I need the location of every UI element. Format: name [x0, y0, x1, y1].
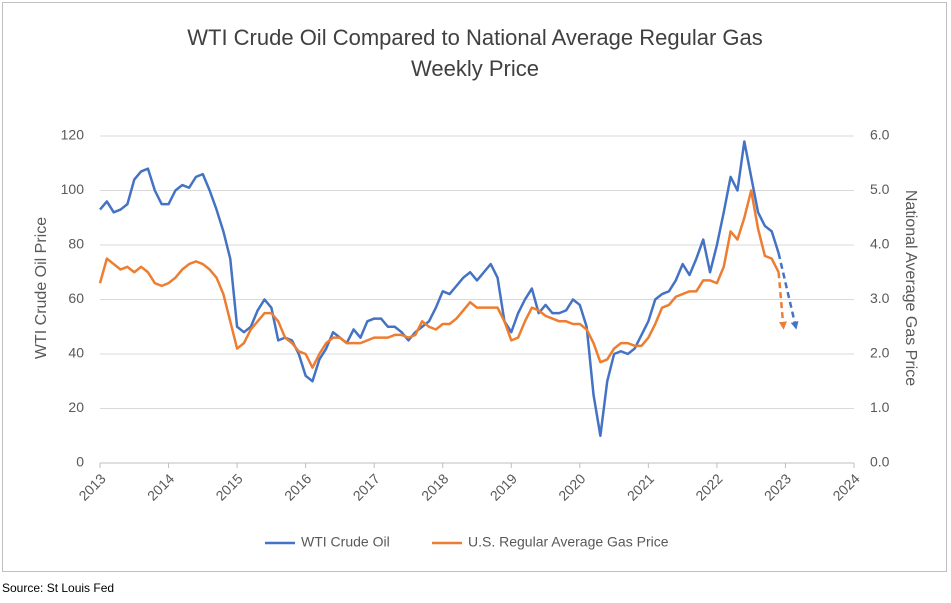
- y-axis-label: WTI Crude Oil Price: [33, 217, 50, 359]
- y2-tick-label: 4.0: [870, 236, 890, 252]
- y-tick-label: 20: [68, 399, 84, 415]
- y2-axis-label: National Average Gas Price: [902, 190, 919, 386]
- y2-tick-label: 3.0: [870, 290, 890, 306]
- source-note: Source: St Louis Fed: [2, 581, 114, 595]
- y-tick-label: 0: [76, 454, 84, 470]
- y2-tick-label: 5.0: [870, 181, 890, 197]
- y2-tick-label: 6.0: [870, 127, 890, 143]
- legend-label: WTI Crude Oil: [301, 534, 390, 550]
- chart-title: Weekly Price: [411, 56, 539, 81]
- y2-tick-label: 0.0: [870, 454, 890, 470]
- y-tick-label: 120: [61, 127, 85, 143]
- y2-tick-label: 2.0: [870, 345, 890, 361]
- chart-title: WTI Crude Oil Compared to National Avera…: [187, 25, 763, 50]
- chart-border: [2, 2, 947, 572]
- y-tick-label: 80: [68, 236, 84, 252]
- y-tick-label: 100: [61, 181, 85, 197]
- y-tick-label: 40: [68, 345, 84, 361]
- series-line: [99, 140, 780, 437]
- y2-tick-label: 1.0: [870, 399, 890, 415]
- projection-line: [777, 272, 787, 330]
- projection-line: [777, 252, 799, 330]
- legend-label: U.S. Regular Average Gas Price: [468, 534, 669, 550]
- y-tick-label: 60: [68, 290, 84, 306]
- series-line: [98, 189, 780, 369]
